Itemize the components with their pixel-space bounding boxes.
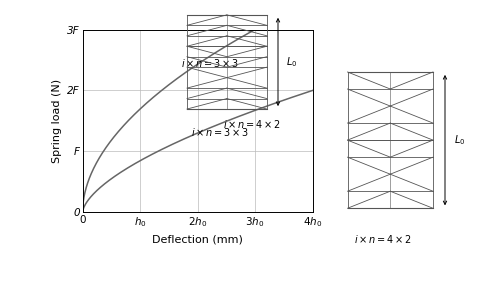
Text: $L_0$: $L_0$ — [454, 133, 466, 147]
Text: $i\times n=3\times 3$: $i\times n=3\times 3$ — [182, 57, 240, 69]
Text: $L_0$: $L_0$ — [286, 55, 298, 69]
Text: $i\times n=4\times 2$: $i\times n=4\times 2$ — [354, 232, 412, 245]
Text: $i\times n=3\times 3$: $i\times n=3\times 3$ — [190, 126, 249, 138]
Y-axis label: Spring load (N): Spring load (N) — [52, 79, 62, 163]
Text: $i\times n=4\times 2$: $i\times n=4\times 2$ — [224, 118, 282, 130]
X-axis label: Deflection (mm): Deflection (mm) — [152, 235, 243, 245]
